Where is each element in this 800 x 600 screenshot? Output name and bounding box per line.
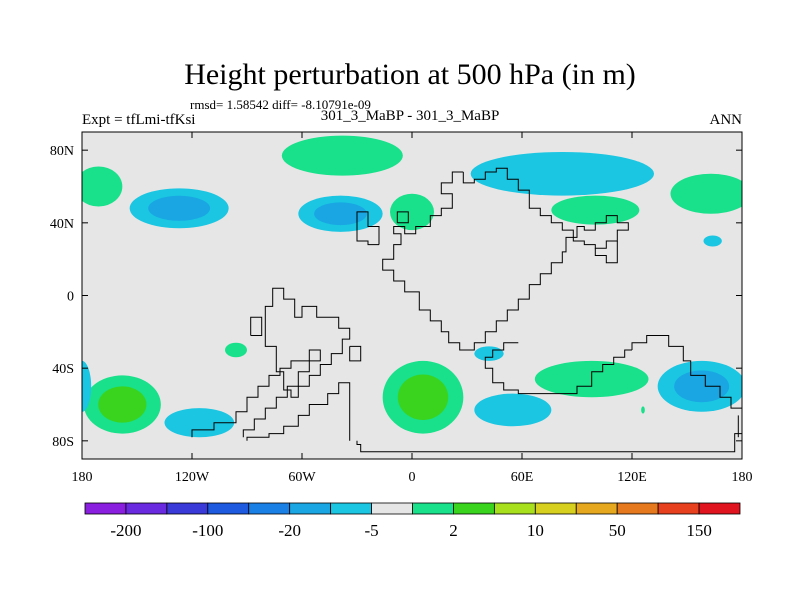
anomaly-contour-fill (397, 374, 449, 420)
anomaly-region (703, 235, 722, 247)
anomaly-region (281, 135, 403, 176)
colorbar-swatch (698, 502, 741, 515)
anomaly-contour-fill (551, 195, 640, 225)
y-tick-label: 80N (50, 144, 74, 159)
coastline-outline (382, 167, 629, 351)
colorbar-swatch (371, 502, 413, 515)
anomaly-region (83, 375, 161, 434)
coastline-outline (246, 382, 351, 441)
coastline-outline (250, 316, 263, 336)
colorbar-swatch (575, 502, 618, 515)
anomaly-region (298, 195, 383, 232)
colorbar-swatch (248, 502, 291, 515)
anomaly-region (670, 173, 742, 214)
anomaly-region (164, 408, 235, 438)
y-tick-label: 40N (50, 217, 74, 232)
colorbar-swatch (207, 502, 250, 515)
x-tick-label: 60E (511, 470, 534, 485)
coastline-outline (191, 349, 321, 438)
anomaly-contour-fill (164, 408, 235, 438)
x-tick-label: 0 (409, 470, 416, 485)
anomaly-region (474, 346, 504, 361)
anomaly-region (390, 193, 434, 231)
colorbar-label: 50 (609, 521, 626, 540)
x-tick-label: 180 (72, 470, 93, 485)
anomaly-contour-fill (470, 151, 654, 196)
anomaly-region (82, 166, 123, 207)
x-tick-label: 120E (617, 470, 647, 485)
anomaly-region (470, 151, 654, 196)
anomaly-region (474, 393, 552, 427)
colorbar-swatch (534, 502, 577, 515)
anomaly-contour-fill (314, 202, 367, 226)
anomaly-region (382, 360, 464, 434)
anomaly-contour-fill (474, 346, 504, 361)
anomaly-contour-fill (390, 193, 434, 231)
coastline-outline (356, 211, 380, 246)
coastline-outline (594, 241, 618, 264)
coastline-outline (349, 345, 362, 362)
colorbar-label: -200 (110, 521, 141, 540)
colorbar-label: 150 (686, 521, 712, 540)
x-tick-label: 180 (732, 470, 753, 485)
colorbar-swatch (657, 502, 700, 515)
colorbar-label: -20 (278, 521, 301, 540)
coastline-outline (484, 342, 632, 395)
anomaly-region (82, 360, 92, 412)
colorbar-swatch (616, 502, 659, 515)
anomaly-contour-fill (82, 360, 92, 412)
anomaly-contour-fill (148, 195, 211, 221)
colorbar-swatch (330, 502, 372, 515)
anomaly-contour-fill (281, 135, 403, 176)
colorbar-label: -5 (364, 521, 378, 540)
anomaly-region (225, 342, 247, 358)
case-label: 301_3_MaBP - 301_3_MaBP (321, 108, 500, 124)
anomaly-contour-fill (641, 406, 645, 414)
colorbar-swatch (412, 502, 454, 515)
colorbar-swatch (166, 502, 209, 515)
experiment-label: Expt = tfLmi-tfKsi (82, 112, 195, 128)
coastline-outline (631, 335, 742, 409)
anomaly-region (551, 195, 640, 225)
anomaly-contour-fill (703, 235, 722, 247)
anomaly-contour-fill (82, 166, 123, 207)
anomaly-contour-fill (225, 342, 247, 358)
colorbar-swatch (125, 502, 168, 515)
anomaly-contour-fill (674, 370, 730, 403)
colorbar-label: 10 (527, 521, 544, 540)
coastline-outline (356, 433, 742, 453)
season-label: ANN (710, 112, 743, 128)
colorbar-label: -100 (192, 521, 223, 540)
anomaly-region (641, 406, 645, 414)
x-tick-label: 60W (288, 470, 316, 485)
chart-title: Height perturbation at 500 hPa (in m) (184, 58, 636, 91)
anomaly-contour-fill (670, 173, 742, 214)
x-tick-label: 120W (175, 470, 210, 485)
colorbar-swatch (84, 502, 127, 515)
anomaly-contour-fill (474, 393, 552, 427)
anomaly-contour-fill (98, 386, 147, 423)
colorbar-swatch (289, 502, 332, 515)
coastline-outline (396, 211, 409, 224)
y-tick-label: 0 (67, 290, 74, 305)
y-tick-label: 40S (52, 362, 74, 377)
colorbar-swatch (453, 502, 495, 515)
anomaly-region (129, 188, 229, 229)
colorbar-label: 2 (449, 521, 458, 540)
anomaly-region (657, 360, 742, 412)
y-tick-label: 80S (52, 435, 74, 450)
colorbar-swatch (493, 502, 536, 515)
stats-text: rmsd= 1.58542 diff= -8.10791e-09 (190, 97, 371, 112)
